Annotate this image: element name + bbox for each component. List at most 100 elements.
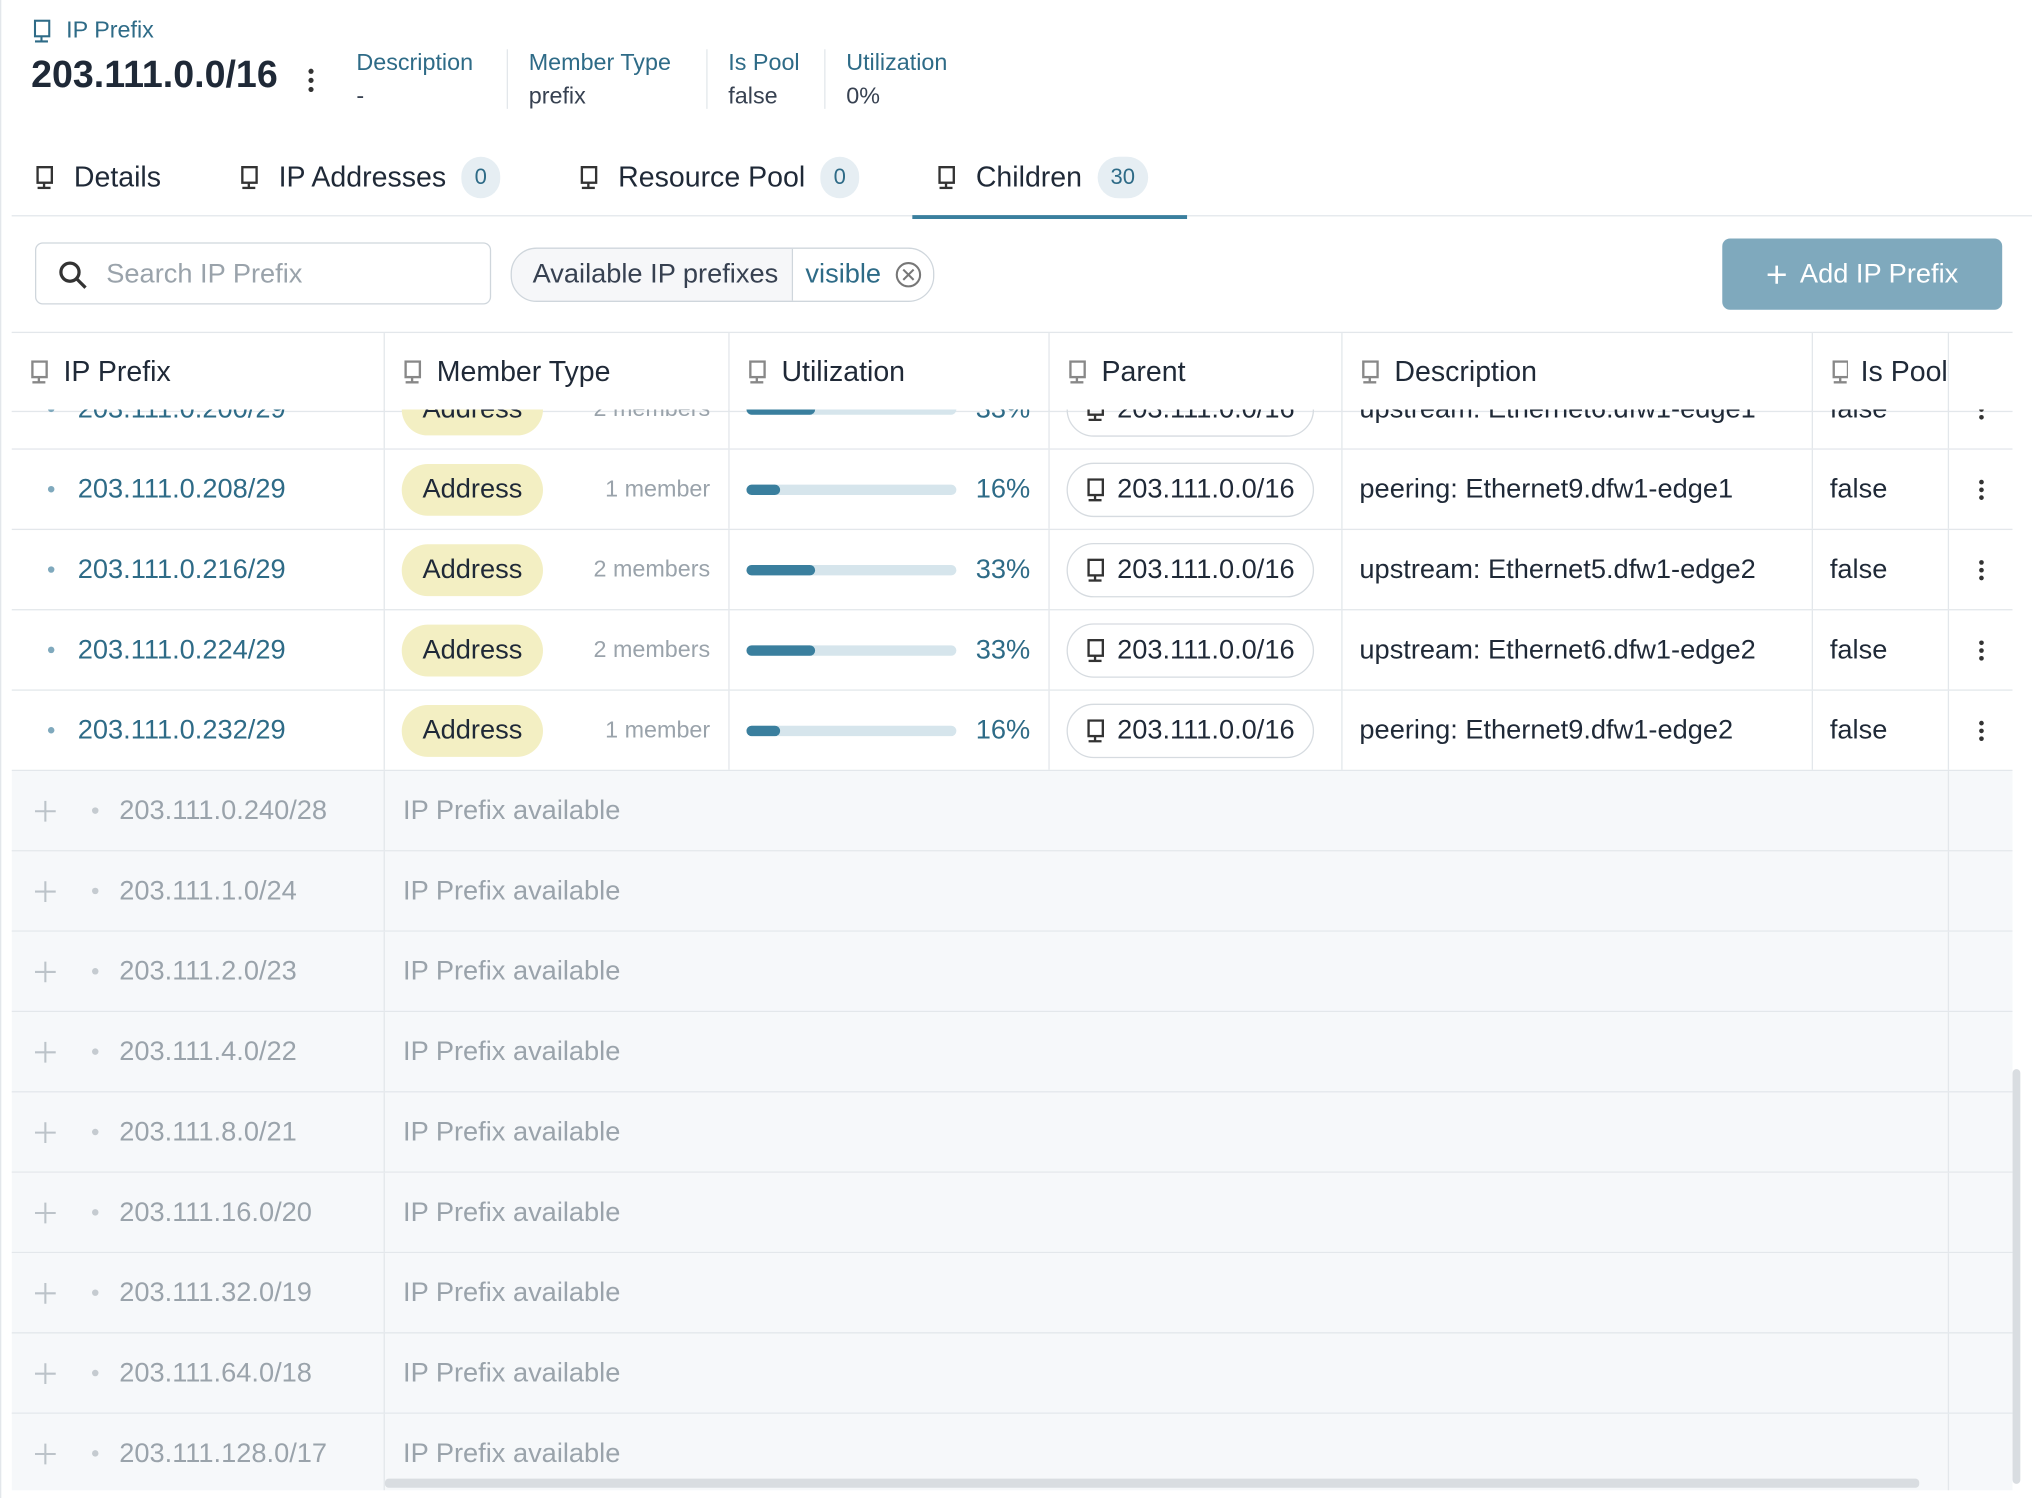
available-row: 203.111.0.240/28 IP Prefix available	[12, 771, 2013, 851]
filter-remove[interactable]	[894, 260, 923, 289]
is-pool: false	[1830, 715, 1887, 746]
row-menu[interactable]	[1977, 478, 1985, 501]
prefix-link[interactable]: 203.111.0.216/29	[78, 554, 286, 585]
utilization-bar	[746, 484, 780, 494]
bullet	[48, 727, 54, 733]
tab[interactable]: Resource Pool0	[579, 140, 859, 215]
add-row[interactable]	[32, 1360, 58, 1386]
tab[interactable]: Details	[35, 140, 161, 215]
prefix: 203.111.4.0/22	[119, 1036, 297, 1067]
scrollbar[interactable]	[2013, 1069, 2021, 1484]
cell-member-type: Address1 member	[385, 691, 730, 770]
scrollbar-h[interactable]	[385, 1479, 1919, 1488]
bullet	[92, 1450, 98, 1456]
search-input[interactable]: Search IP Prefix	[35, 242, 491, 304]
column-header[interactable]: IP Prefix	[12, 333, 385, 411]
parent-chip[interactable]: 203.111.0.0/16	[1067, 462, 1315, 516]
bullet	[48, 566, 54, 572]
more-button[interactable]	[306, 67, 316, 93]
add-row[interactable]	[32, 1440, 58, 1466]
utilization-track	[746, 484, 956, 494]
member-type: Address	[402, 463, 543, 515]
parent-chip[interactable]: 203.111.0.0/16	[1067, 410, 1315, 437]
utilization-track	[746, 410, 956, 415]
add-row[interactable]	[32, 1119, 58, 1145]
cell-utilization: 33%	[730, 410, 1050, 449]
add-row[interactable]	[32, 1199, 58, 1225]
add-row[interactable]	[32, 798, 58, 824]
add-row[interactable]	[32, 1280, 58, 1306]
column-label: Utilization	[781, 355, 905, 389]
tab[interactable]: Children30	[912, 140, 1187, 219]
cell-description: peering: Ethernet9.dfw1-edge2	[1343, 691, 1813, 770]
cell-description: peering: Ethernet9.dfw1-edge1	[1343, 450, 1813, 529]
cell-prefix: 203.111.0.208/29	[12, 450, 385, 529]
member-type: Address	[402, 544, 543, 596]
parent-label: 203.111.0.0/16	[1117, 715, 1295, 746]
cell-status: IP Prefix available	[385, 1092, 1949, 1171]
search-icon	[57, 259, 88, 290]
member-type: Address	[402, 624, 543, 676]
description: upstream: Ethernet6.dfw1-edge1	[1359, 410, 1755, 425]
row-menu[interactable]	[1977, 638, 1985, 661]
row-menu[interactable]	[1977, 719, 1985, 742]
member-type: Address	[402, 410, 543, 435]
description: peering: Ethernet9.dfw1-edge2	[1359, 715, 1733, 746]
status: IP Prefix available	[403, 1036, 620, 1067]
utilization-value: 33%	[976, 410, 1030, 425]
prefix-link[interactable]: 203.111.0.224/29	[78, 634, 286, 665]
utilization-track	[746, 725, 956, 735]
meta-field: Description-	[356, 49, 493, 109]
column-label: Member Type	[437, 355, 611, 389]
cell-prefix: 203.111.128.0/17	[12, 1414, 385, 1490]
tab-label: IP Addresses	[279, 161, 446, 195]
filter-chip[interactable]: Available IP prefixes visible	[511, 248, 935, 302]
cell-is-pool: false	[1813, 450, 1949, 529]
cell-is-pool: false	[1813, 691, 1949, 770]
prefix-icon	[1068, 360, 1089, 383]
column-header[interactable]: Utilization	[730, 333, 1050, 411]
meta-label: Is Pool	[728, 49, 799, 76]
description: upstream: Ethernet6.dfw1-edge2	[1359, 634, 1755, 665]
bullet	[92, 888, 98, 894]
meta-value: prefix	[529, 83, 671, 110]
cell-status: IP Prefix available	[385, 771, 1949, 850]
tab[interactable]: IP Addresses0	[240, 140, 500, 215]
add-row[interactable]	[32, 958, 58, 984]
column-header[interactable]: Is Pool	[1813, 333, 1949, 411]
prefix-icon	[579, 166, 600, 189]
prefix: 203.111.1.0/24	[119, 875, 297, 906]
add-row[interactable]	[32, 878, 58, 904]
prefix-icon	[1086, 478, 1107, 501]
member-count: 1 member	[605, 476, 710, 503]
cell-member-type: Address2 members	[385, 530, 730, 609]
row-menu[interactable]	[1977, 410, 1985, 421]
parent-chip[interactable]: 203.111.0.0/16	[1067, 703, 1315, 757]
cell-prefix: 203.111.0.224/29	[12, 610, 385, 689]
prefix: 203.111.0.240/28	[119, 795, 327, 826]
column-header[interactable]: Parent	[1050, 333, 1343, 411]
prefix-link[interactable]: 203.111.0.208/29	[78, 474, 286, 505]
column-header[interactable]: Member Type	[385, 333, 730, 411]
cell-description: upstream: Ethernet6.dfw1-edge1	[1343, 410, 1813, 449]
parent-chip[interactable]: 203.111.0.0/16	[1067, 542, 1315, 596]
header-label: IP Prefix	[66, 17, 154, 44]
table-body: 203.111.0.200/29 Address2 members 33% 203.1…	[12, 410, 2013, 1491]
parent-chip[interactable]: 203.111.0.0/16	[1067, 623, 1315, 677]
prefix-link[interactable]: 203.111.0.200/29	[78, 410, 286, 425]
add-button[interactable]: Add IP Prefix	[1722, 238, 2002, 309]
status: IP Prefix available	[403, 795, 620, 826]
prefix: 203.111.2.0/23	[119, 956, 297, 987]
cell-parent: 203.111.0.0/16	[1050, 410, 1343, 449]
prefix-icon	[1086, 410, 1107, 421]
available-row: 203.111.1.0/24IP Prefix available	[12, 851, 2013, 931]
status: IP Prefix available	[403, 1277, 620, 1308]
add-row[interactable]	[32, 1039, 58, 1065]
meta-field: Is Poolfalse	[706, 49, 820, 109]
column-label: Parent	[1102, 355, 1186, 389]
prefix-link[interactable]: 203.111.0.232/29	[78, 715, 286, 746]
column-header[interactable]: Description	[1343, 333, 1813, 411]
row-menu[interactable]	[1977, 558, 1985, 581]
description: peering: Ethernet9.dfw1-edge1	[1359, 474, 1733, 505]
filter-value: visible	[805, 259, 881, 290]
